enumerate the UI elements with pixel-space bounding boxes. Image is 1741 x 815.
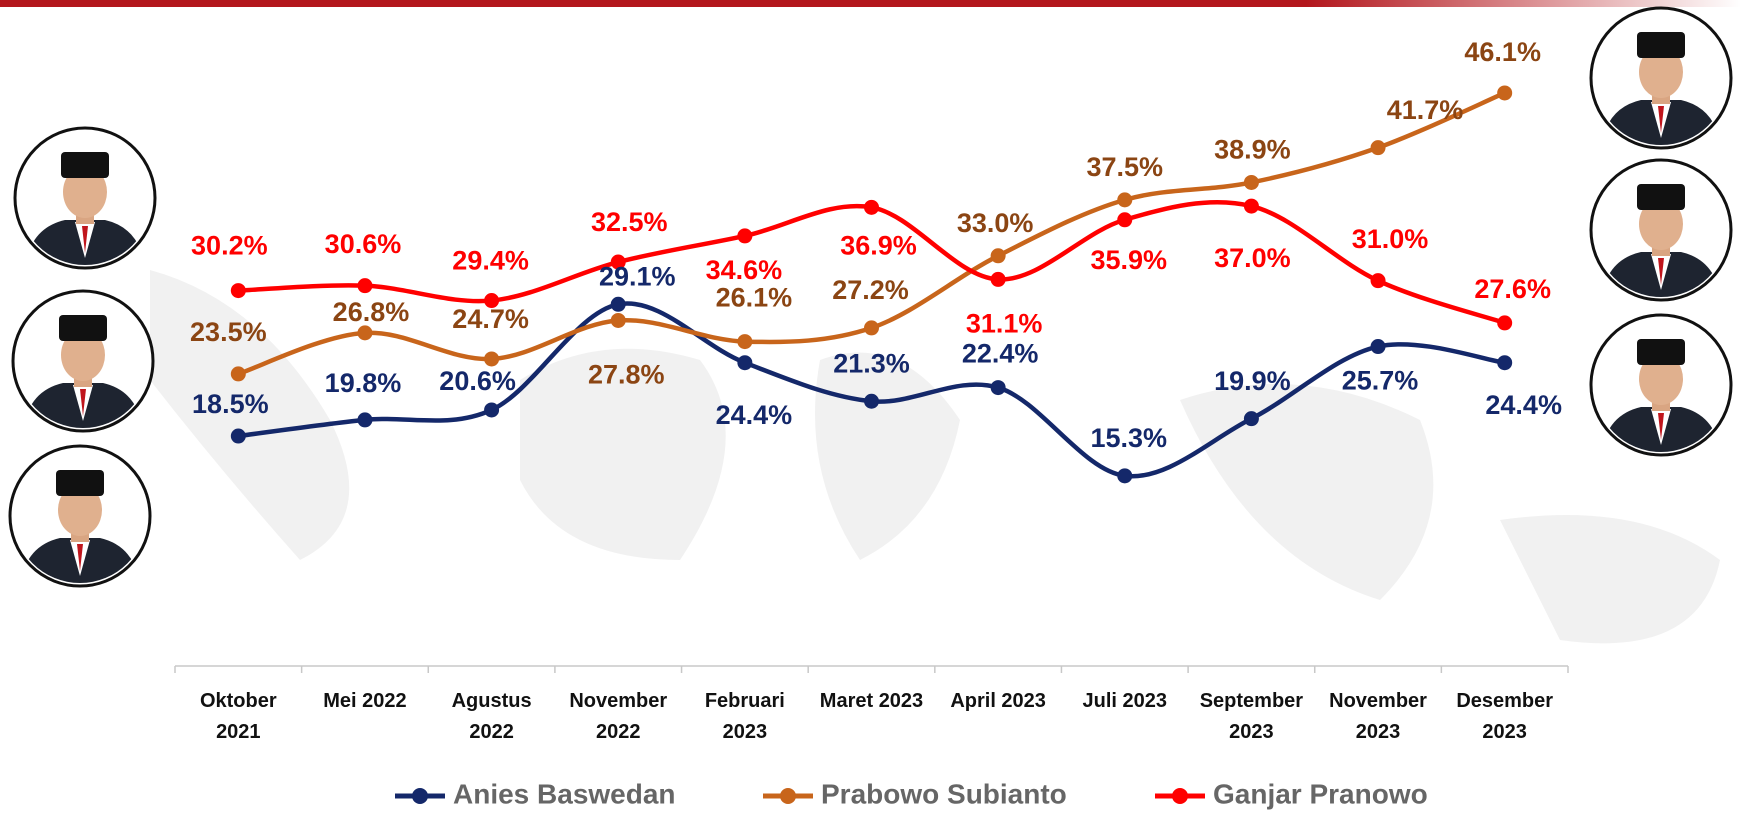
data-point <box>1244 411 1259 426</box>
data-point <box>484 402 499 417</box>
data-label: 46.1% <box>1464 37 1541 67</box>
x-tick-label: Mei 2022 <box>306 686 425 717</box>
data-point <box>1244 199 1259 214</box>
data-point <box>1117 192 1132 207</box>
x-tick-label: Juli 2023 <box>1065 686 1184 717</box>
data-point <box>357 412 372 427</box>
data-label: 29.4% <box>452 246 529 276</box>
data-point <box>1371 273 1386 288</box>
x-tick-label: September 2023 <box>1192 686 1311 748</box>
data-label: 19.9% <box>1214 366 1291 396</box>
data-point <box>1244 175 1259 190</box>
data-label: 34.6% <box>706 255 783 285</box>
data-label: 26.1% <box>716 283 793 313</box>
portrait-prabowo <box>13 291 153 431</box>
data-point <box>611 313 626 328</box>
data-label: 27.6% <box>1474 274 1551 304</box>
data-label: 15.3% <box>1090 423 1167 453</box>
legend-label: Prabowo Subianto <box>821 778 1067 809</box>
x-tick-label: Maret 2023 <box>812 686 931 717</box>
data-point <box>991 248 1006 263</box>
x-tick-label: November 2023 <box>1319 686 1438 748</box>
x-tick-label: Oktober 2021 <box>179 686 298 748</box>
data-point <box>357 325 372 340</box>
data-point <box>1497 355 1512 370</box>
data-point <box>357 278 372 293</box>
data-label: 31.0% <box>1352 224 1429 254</box>
data-label: 24.4% <box>716 400 793 430</box>
data-label: 31.1% <box>966 309 1043 339</box>
portrait-ganjar-right <box>1591 160 1731 300</box>
data-point <box>1117 468 1132 483</box>
data-label: 30.6% <box>325 229 402 259</box>
data-label: 38.9% <box>1214 135 1291 165</box>
data-point <box>231 366 246 381</box>
data-point <box>864 394 879 409</box>
data-label: 37.5% <box>1086 152 1163 182</box>
data-point <box>1497 85 1512 100</box>
data-point <box>1371 339 1386 354</box>
data-label: 20.6% <box>439 366 516 396</box>
data-point <box>484 351 499 366</box>
data-point <box>1497 315 1512 330</box>
data-label: 24.7% <box>452 304 529 334</box>
legend-label: Anies Baswedan <box>453 778 676 809</box>
data-point <box>737 334 752 349</box>
x-tick-label: April 2023 <box>939 686 1058 717</box>
data-label: 41.7% <box>1387 95 1464 125</box>
data-point <box>1371 140 1386 155</box>
x-tick-label: Agustus 2022 <box>432 686 551 748</box>
legend-marker <box>412 788 428 804</box>
data-point <box>737 228 752 243</box>
data-point <box>864 320 879 335</box>
data-label: 26.8% <box>333 297 410 327</box>
data-point <box>991 272 1006 287</box>
data-point <box>737 355 752 370</box>
data-label: 18.5% <box>192 389 269 419</box>
page: {"chart_data": { "type": "line", "catego… <box>0 0 1741 815</box>
x-tick-label: Desember 2023 <box>1445 686 1564 748</box>
data-label: 25.7% <box>1342 366 1419 396</box>
data-label: 21.3% <box>833 348 910 378</box>
data-label: 27.2% <box>832 275 909 305</box>
data-label: 22.4% <box>962 339 1039 369</box>
x-tick-label: November 2022 <box>559 686 678 748</box>
data-point <box>991 380 1006 395</box>
data-label: 24.4% <box>1485 390 1562 420</box>
portrait-prabowo-right <box>1591 8 1731 148</box>
portrait-anies <box>10 446 150 586</box>
data-label: 19.8% <box>325 368 402 398</box>
data-point <box>1117 212 1132 227</box>
data-point <box>231 283 246 298</box>
data-label: 30.2% <box>191 231 268 261</box>
data-point <box>611 297 626 312</box>
data-label: 37.0% <box>1214 243 1291 273</box>
data-point <box>864 200 879 215</box>
legend-marker <box>780 788 796 804</box>
data-label: 32.5% <box>591 207 668 237</box>
x-tick-label: Februari 2023 <box>686 686 805 748</box>
legend-marker <box>1172 788 1188 804</box>
top-bar <box>0 0 1741 7</box>
data-label: 36.9% <box>840 230 917 260</box>
data-label: 29.1% <box>599 261 676 291</box>
portrait-ganjar <box>15 128 155 268</box>
portrait-anies-right <box>1591 315 1731 455</box>
data-label: 23.5% <box>190 317 267 347</box>
data-label: 27.8% <box>588 360 665 390</box>
legend-label: Ganjar Pranowo <box>1213 778 1428 809</box>
data-label: 33.0% <box>957 208 1034 238</box>
data-point <box>231 429 246 444</box>
data-label: 35.9% <box>1090 245 1167 275</box>
